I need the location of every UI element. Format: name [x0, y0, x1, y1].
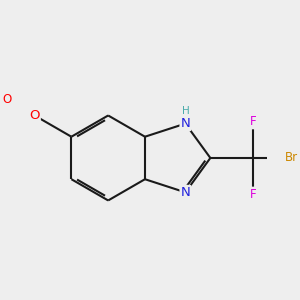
Text: O: O — [29, 109, 40, 122]
Text: N: N — [181, 117, 190, 130]
Text: N: N — [181, 186, 190, 199]
Text: H: H — [182, 106, 190, 116]
Text: F: F — [250, 188, 256, 201]
Text: Br: Br — [284, 152, 298, 164]
Text: O: O — [2, 93, 12, 106]
Text: F: F — [250, 116, 256, 128]
